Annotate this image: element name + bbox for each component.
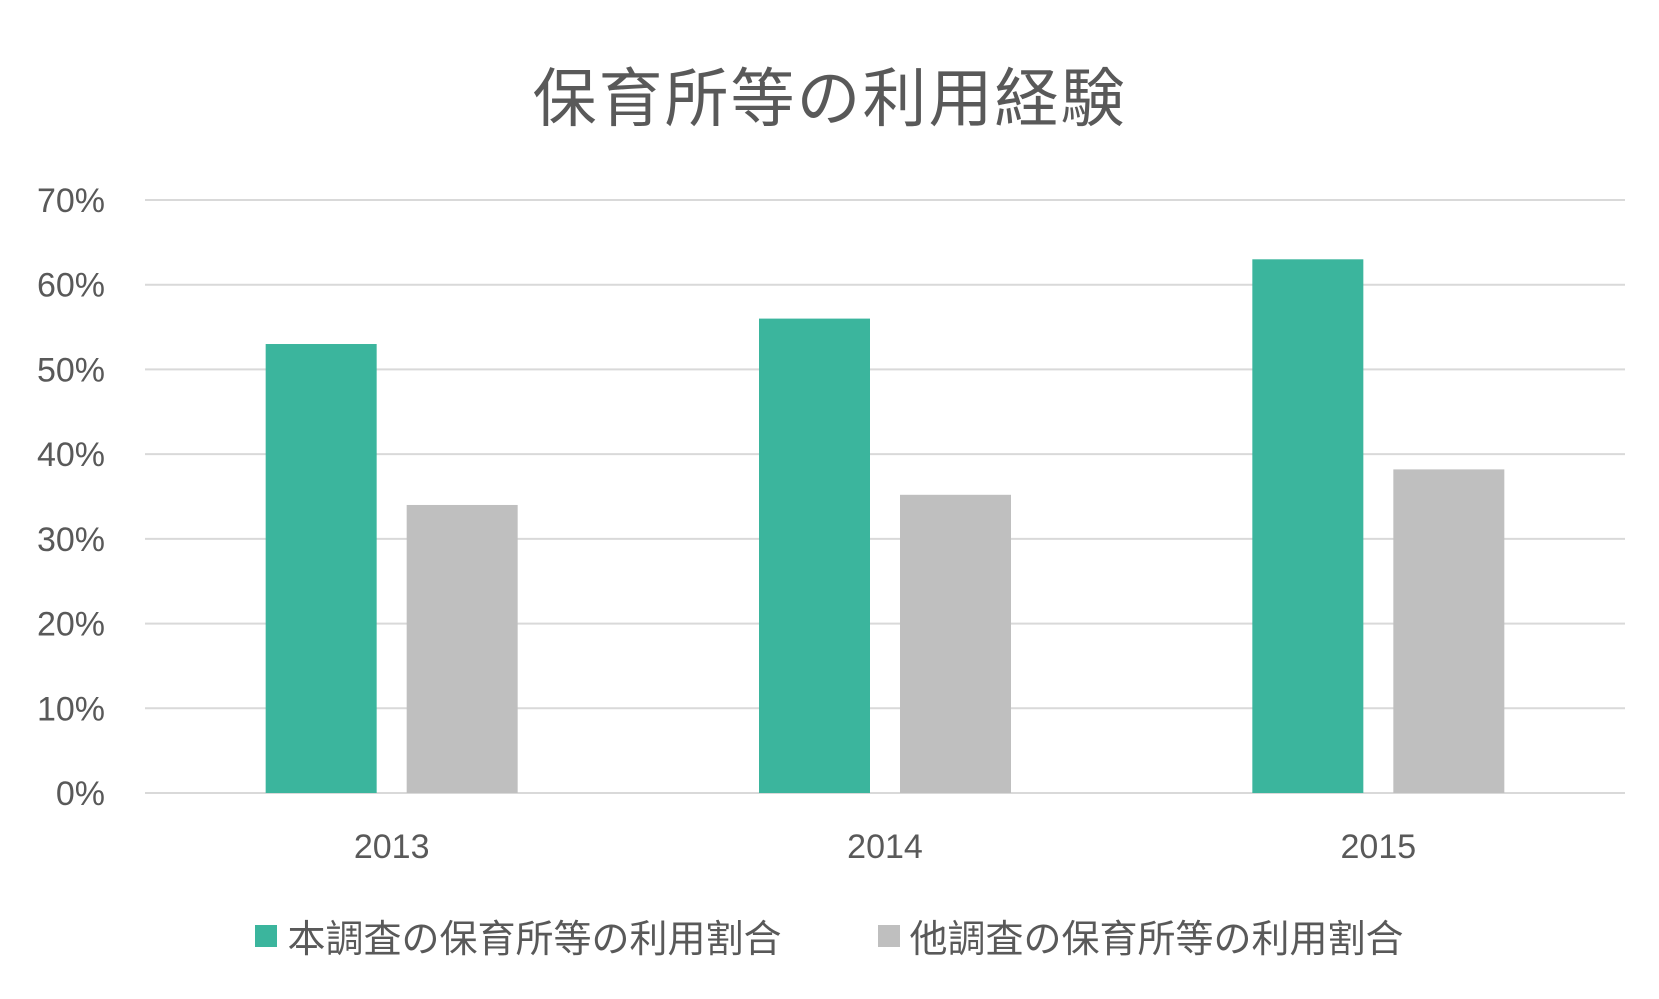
bar-series-1-2013 [265,344,377,793]
legend-swatch-series-1 [255,924,278,947]
y-tick-label: 50% [37,351,105,389]
y-tick-label: 20% [37,606,105,644]
x-category-label: 2013 [354,828,430,866]
bar-series-1-2014 [759,318,870,793]
y-tick-label: 0% [56,775,105,813]
y-tick-label: 30% [37,521,105,559]
bar-series-2-2015 [1393,469,1505,793]
x-category-label: 2014 [847,828,923,866]
chart-title: 保育所等の利用経験 [532,63,1127,137]
legend-label-series-1: 本調査の保育所等の利用割合 [287,917,782,961]
y-tick-label: 40% [37,436,105,474]
legend: 本調査の保育所等の利用割合 他調査の保育所等の利用割合 [0,908,1659,963]
bar-series-1-2015 [1252,259,1364,793]
y-tick-label: 70% [37,182,105,220]
legend-swatch-series-2 [877,924,900,947]
legend-label-series-2: 他調査の保育所等の利用割合 [909,917,1404,961]
legend-item-series-2: 他調査の保育所等の利用割合 [877,908,1404,963]
x-category-label: 2015 [1341,828,1417,866]
bar-series-2-2014 [900,494,1011,793]
y-tick-label: 10% [37,690,105,728]
legend-item-series-1: 本調査の保育所等の利用割合 [255,908,782,963]
y-tick-label: 60% [37,267,105,305]
bar-series-2-2013 [406,504,518,793]
